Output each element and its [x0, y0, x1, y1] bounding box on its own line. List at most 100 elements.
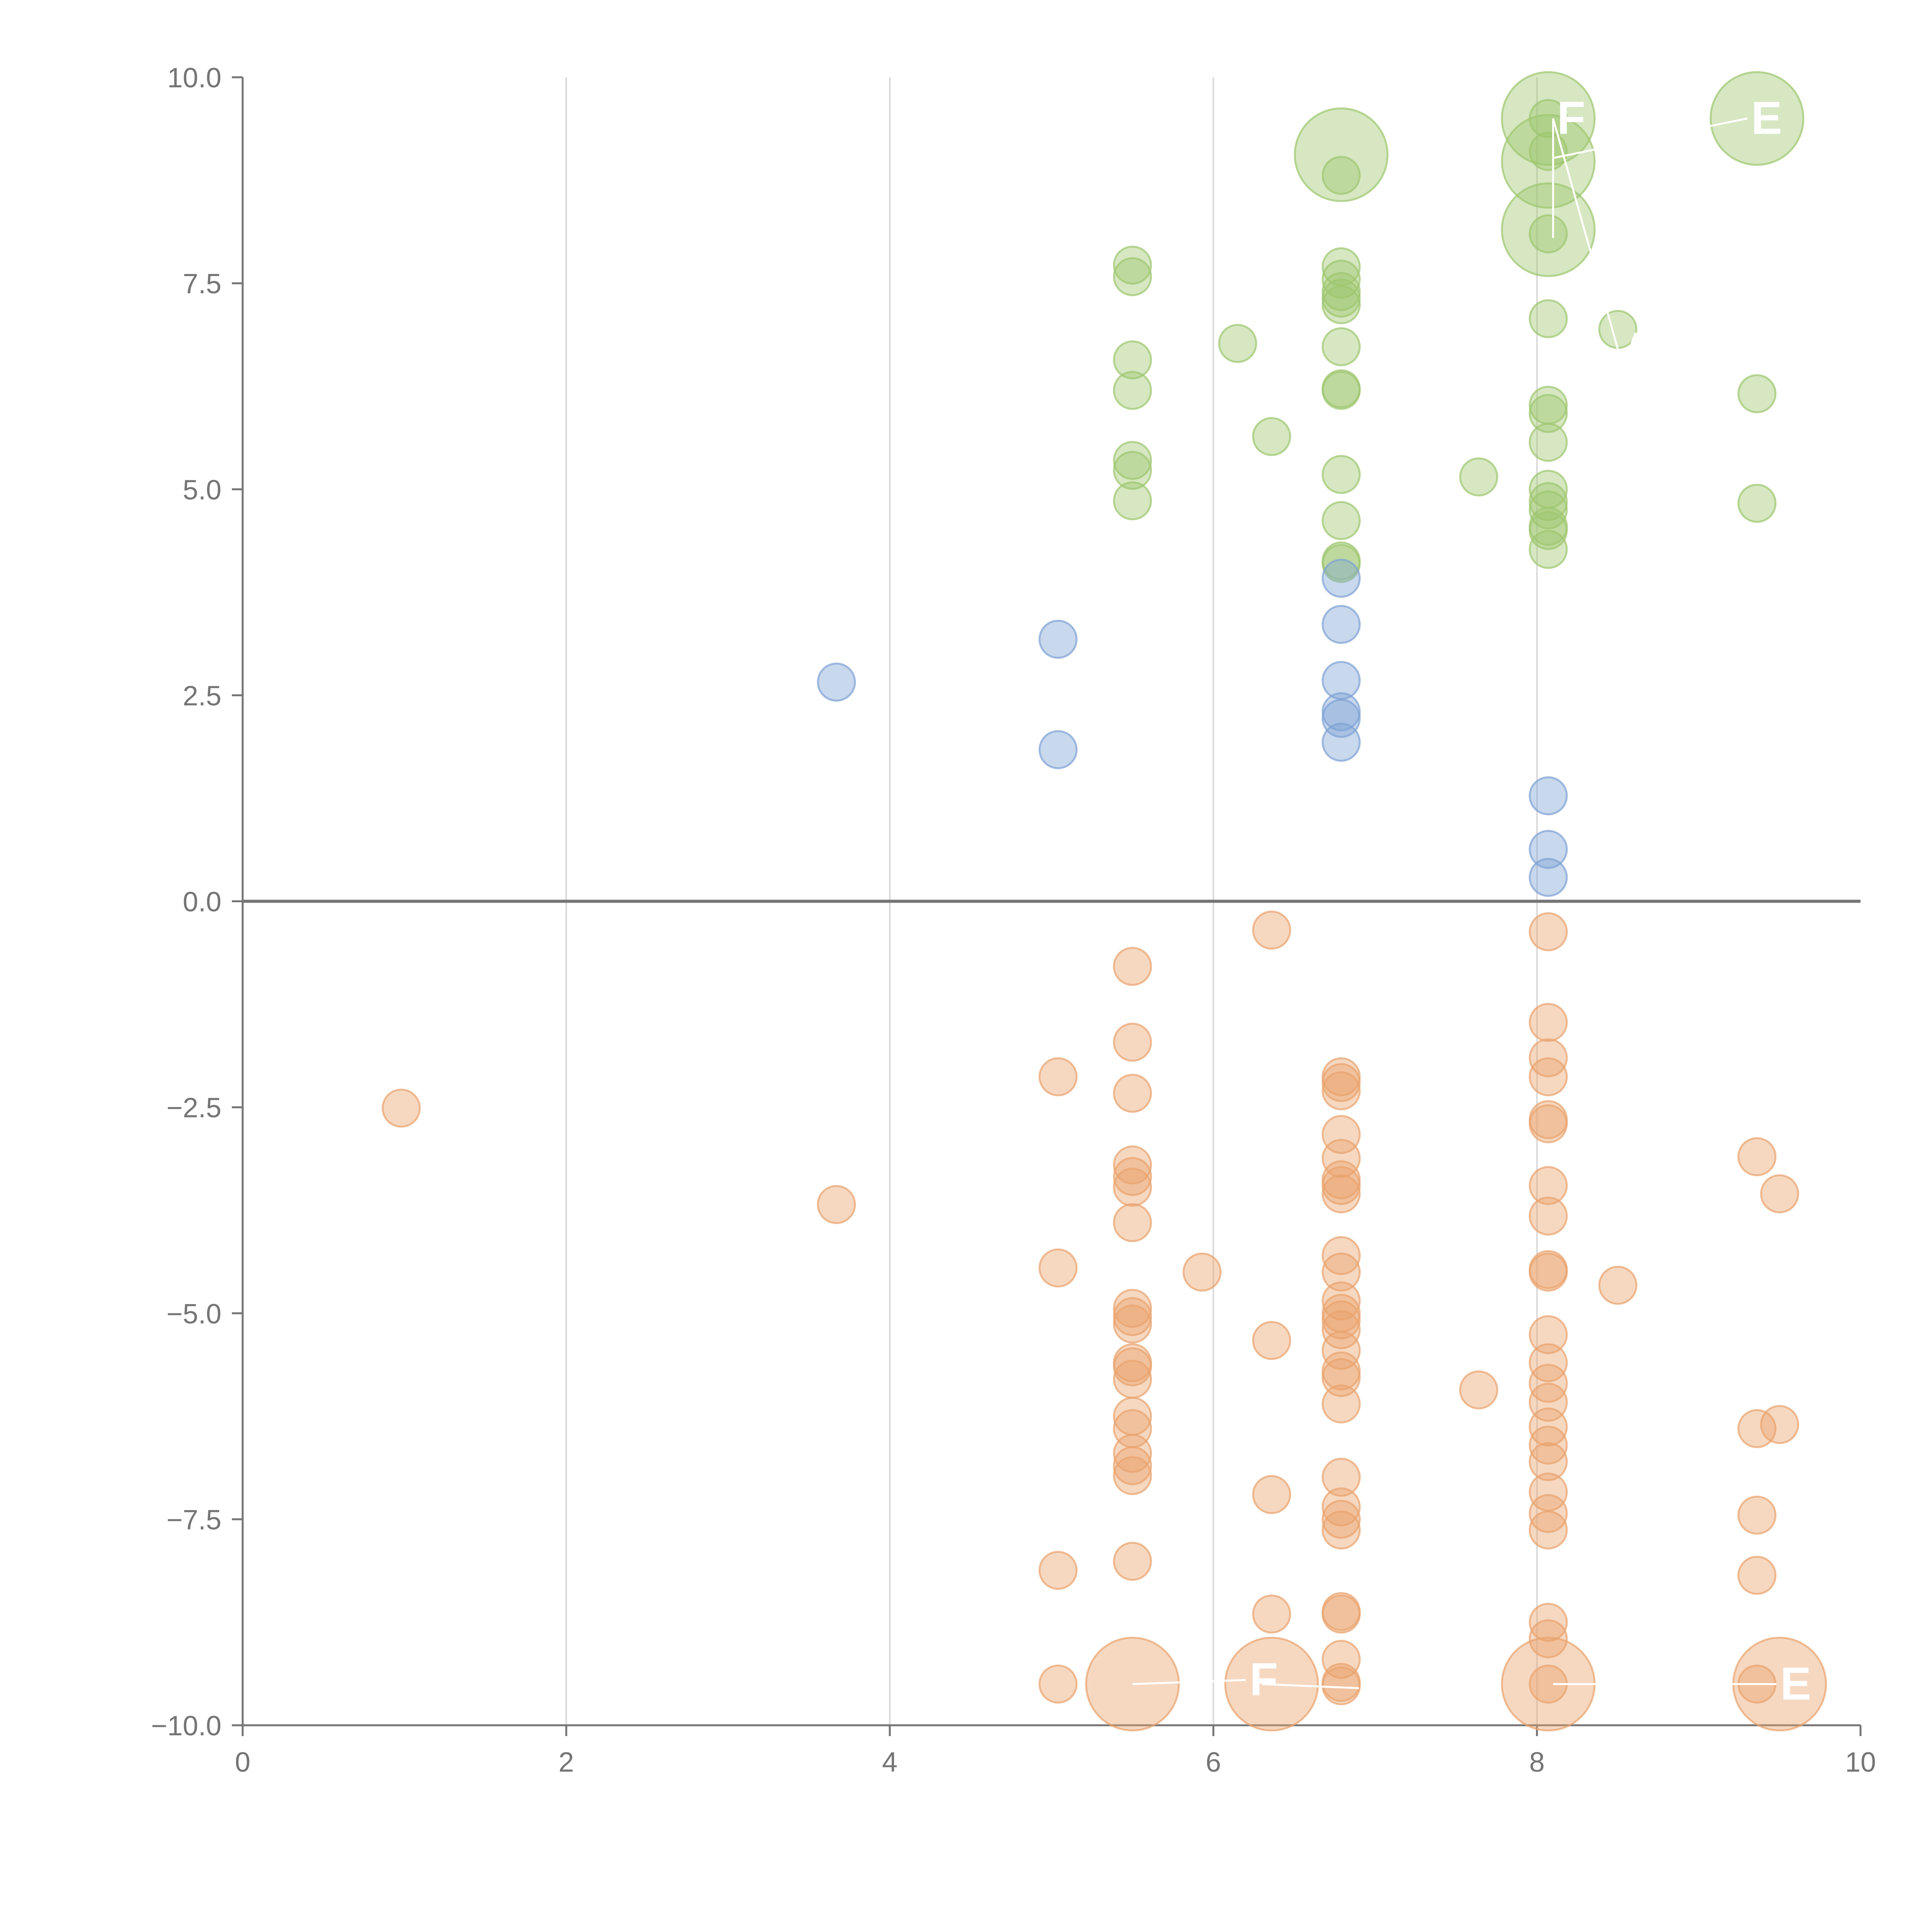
data-point-green	[1113, 245, 1152, 285]
data-point-orange	[1529, 1494, 1568, 1533]
data-point-orange	[1529, 1104, 1568, 1143]
data-point-green	[1529, 394, 1568, 433]
annotation-label: E	[1363, 1662, 1394, 1714]
data-point-orange	[1113, 1446, 1152, 1485]
x-tick-label: 6	[1206, 1747, 1221, 1778]
data-point-orange	[1760, 1405, 1799, 1444]
data-point-green	[1529, 132, 1568, 171]
y-tick-label: 5.0	[183, 474, 221, 505]
data-point-blue	[1529, 776, 1568, 816]
annotation-label: F	[1250, 1654, 1278, 1706]
annotation-leader-line	[1262, 1683, 1359, 1689]
data-point-orange	[1529, 912, 1568, 951]
annotation-leader-line	[1553, 117, 1748, 159]
data-point-orange	[1321, 1500, 1361, 1539]
data-point-green	[1709, 71, 1804, 166]
data-point-orange	[1459, 1370, 1498, 1410]
data-point-orange	[1038, 1248, 1078, 1287]
data-point-green	[1321, 544, 1361, 583]
data-point-blue	[1529, 858, 1568, 897]
data-point-orange	[1737, 1556, 1777, 1595]
data-point-orange	[1182, 1252, 1222, 1292]
y-tick-label: 0.0	[183, 887, 221, 918]
data-point-orange	[1321, 1510, 1361, 1550]
y-tick-label: −7.5	[167, 1505, 221, 1536]
data-point-green	[1113, 451, 1152, 490]
data-point-orange	[1113, 1203, 1152, 1242]
data-point-green	[1529, 530, 1568, 569]
data-point-orange	[1321, 1666, 1361, 1706]
data-point-green	[1501, 182, 1596, 277]
data-point-orange	[817, 1185, 856, 1224]
data-points	[381, 71, 1827, 1731]
data-point-orange	[1529, 1425, 1568, 1465]
data-point-green	[1218, 324, 1257, 363]
data-point-orange	[1321, 1236, 1361, 1275]
data-point-orange	[1252, 1321, 1291, 1360]
x-tick-label: 8	[1529, 1747, 1545, 1778]
data-point-orange	[1113, 1434, 1152, 1473]
annotation-leader-line	[1552, 118, 1619, 350]
data-point-orange	[1737, 1137, 1777, 1177]
data-point-green	[1252, 417, 1291, 456]
x-tick-label: 4	[882, 1747, 898, 1778]
data-point-orange	[1529, 1057, 1568, 1097]
data-point-orange	[1113, 1542, 1152, 1581]
data-point-orange	[1113, 1456, 1152, 1495]
data-point-orange	[1737, 1495, 1777, 1535]
annotation-label: A	[1622, 323, 1655, 375]
data-point-orange	[1321, 1487, 1361, 1527]
data-point-orange	[1529, 1619, 1568, 1658]
data-point-green	[1113, 257, 1152, 296]
data-point-orange	[381, 1088, 421, 1128]
data-point-orange	[1113, 1145, 1152, 1185]
annotation-label: E	[1780, 1658, 1811, 1709]
data-point-orange	[1252, 1594, 1291, 1634]
data-point-green	[1459, 457, 1498, 497]
axes: −10.0 −7.5 −5.0 −2.5 0.0 2.5 5.0 7.5 10.0 0 2 4 6 8 10	[151, 63, 1876, 1778]
data-point-blue	[1038, 730, 1078, 769]
data-point-orange	[1321, 1063, 1361, 1102]
data-point-orange	[1038, 1551, 1078, 1590]
data-point-orange	[1529, 1442, 1568, 1481]
data-point-orange	[1529, 1510, 1568, 1550]
data-point-orange	[1321, 1166, 1361, 1205]
data-point-green	[1321, 455, 1361, 494]
data-point-orange	[1321, 1115, 1361, 1154]
data-point-blue	[1321, 723, 1361, 762]
y-tick-label: −10.0	[151, 1711, 221, 1742]
data-point-orange	[1113, 1022, 1152, 1062]
data-point-green	[1294, 107, 1389, 202]
data-point-orange	[1321, 1252, 1361, 1292]
data-point-green	[1113, 441, 1152, 480]
y-tick-label: −2.5	[167, 1093, 221, 1124]
data-point-orange	[1760, 1174, 1799, 1214]
data-point-green	[1529, 299, 1568, 338]
data-point-green	[1321, 371, 1361, 410]
data-point-orange	[1321, 1458, 1361, 1497]
data-point-blue	[1321, 605, 1361, 644]
data-point-orange	[1113, 1289, 1152, 1328]
y-tick-label: 7.5	[183, 269, 221, 299]
data-point-orange	[1113, 1304, 1152, 1344]
data-point-orange	[1321, 1174, 1361, 1214]
data-point-orange	[1252, 910, 1291, 950]
data-point-orange	[1321, 1139, 1361, 1178]
data-point-orange	[1598, 1265, 1638, 1305]
data-point-orange	[1529, 1315, 1568, 1354]
data-point-orange	[1321, 1300, 1361, 1340]
annotation-label: F	[1557, 92, 1585, 144]
data-point-green	[1113, 340, 1152, 379]
data-point-orange	[1321, 1310, 1361, 1349]
data-point-orange	[1529, 1343, 1568, 1383]
data-point-blue	[1529, 830, 1568, 869]
annotation-leader-line	[1132, 1679, 1246, 1685]
data-point-blue	[1321, 559, 1361, 598]
x-tick-label: 10	[1845, 1747, 1876, 1778]
data-point-orange	[1321, 1384, 1361, 1423]
data-point-green	[1501, 71, 1596, 166]
data-point-green	[1737, 374, 1777, 413]
y-tick-label: 2.5	[183, 680, 221, 711]
